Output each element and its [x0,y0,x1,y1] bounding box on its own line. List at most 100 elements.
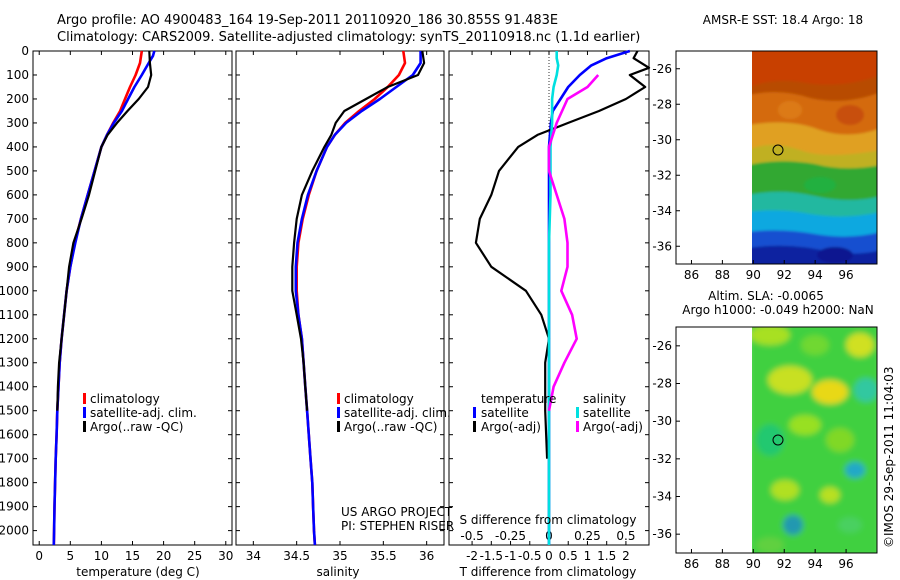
depth-tick-label: 200 [6,92,29,106]
legend-label-satellite: satellite-adj. clim. [90,406,197,420]
series-line-satellite-adj-clim [52,50,156,546]
temperature-axes-frame [32,50,233,546]
sst-map-title: AMSR-E SST: 18.4 Argo: 18 [703,13,863,27]
x-tick-label: 25 [187,549,202,563]
temperature-legend: climatology satellite-adj. clim. Argo(..… [83,392,197,434]
depth-tick-label: 300 [6,116,29,130]
s-diff-tick-label: -0.5 [460,529,483,543]
difference-legend: temperature salinity satellite Argo(-adj… [473,392,643,434]
depth-tick-label: 800 [6,236,29,250]
lat-tick-label: -28 [652,97,672,111]
legend-head-salinity: salinity [583,392,626,406]
difference-panel: -2 -1.5 -1 -0.5 0 0.5 1 1.5 2 -0.5 -0.25 0 0.25 0.5 … [448,49,651,579]
legend-swatch-t-satellite [473,407,476,418]
x-tick-label: 1 [584,549,592,563]
lon-tick-label: 96 [838,557,853,571]
lon-tick-label: 94 [808,557,823,571]
sst-longitude-tick-labels: 86 88 90 92 94 96 [684,260,854,282]
depth-tick-label: 1600 [0,428,29,442]
depth-tick-label: 1700 [0,452,29,466]
temperature-panel: 0100200300400500600700800900100011001200… [0,44,649,579]
series-line-climatology [295,50,407,546]
x-tick-label: 35 [332,549,347,563]
float-location-marker-sla [772,434,784,446]
temperature-tick-labels: 0 5 10 15 20 25 30 [35,51,233,563]
x-tick-label: 30 [218,549,233,563]
sla-longitude-tick-labels: 86 88 90 92 94 96 [684,549,854,571]
x-tick-label: 20 [156,549,171,563]
s-difference-label: S difference from climatology [460,513,637,527]
depth-tick-label: 1100 [0,308,29,322]
series-line-salinity-satellite [547,51,560,545]
s-diff-tick-label: 0.25 [574,529,601,543]
lat-tick-label: -32 [652,452,672,466]
sla-map-title-line1: Altim. SLA: -0.0065 [708,289,824,303]
lon-tick-label: 96 [838,268,853,282]
legend-label-argo: Argo(..raw -QC) [344,420,437,434]
salinity-series [291,50,426,546]
legend-label-argo: Argo(..raw -QC) [90,420,183,434]
lat-tick-label: -34 [652,490,672,504]
depth-tick-label: 1400 [0,380,29,394]
lon-tick-label: 86 [684,268,699,282]
lon-tick-label: 86 [684,557,699,571]
lon-tick-label: 92 [777,557,792,571]
depth-tick-label: 0 [21,44,29,58]
depth-tick-label: 2000 [0,524,29,538]
sst-map-panel: AMSR-E SST: 18.4 Argo: 18 -26- [652,13,878,282]
legend-swatch-satellite [83,407,86,418]
lon-tick-label: 92 [777,268,792,282]
legend-label-satellite: satellite-adj. clim. [344,406,451,420]
x-tick-label: 0 [545,549,553,563]
sla-latitude-tick-labels: -26 -28 -30 -32 -34 -36 [652,339,680,541]
x-tick-label: 34.5 [283,549,310,563]
depth-tick-label: 400 [6,140,29,154]
depth-tick-label: 1300 [0,356,29,370]
x-tick-label: 36 [419,549,434,563]
s-diff-tick-label: -0.25 [495,529,526,543]
legend-label-s-satellite: satellite [583,406,631,420]
depth-tick-label: 1200 [0,332,29,346]
lat-tick-label: -30 [652,414,672,428]
sla-map-frame [675,326,878,554]
depth-tick-label: 600 [6,188,29,202]
sst-map-frame [675,50,878,265]
depth-tick-label: 1500 [0,404,29,418]
legend-label-t-satellite: satellite [481,406,529,420]
lon-tick-label: 88 [715,557,730,571]
legend-label-t-argo: Argo(-adj) [481,420,541,434]
x-tick-label: 0 [35,549,43,563]
lat-tick-label: -26 [652,339,672,353]
legend-swatch-t-argo [473,421,476,432]
series-line-satellite-adj-clim [294,51,422,546]
sst-latitude-tick-labels: -26 -28 -30 -32 -34 -36 [652,62,680,253]
lon-tick-label: 94 [808,268,823,282]
sst-field [752,51,877,264]
depth-tick-label: 1000 [0,284,29,298]
salinity-panel: 34 34.5 35 35.5 36 salinity climatology sate… [235,50,454,579]
x-tick-label: 34 [246,549,261,563]
legend-label-s-argo: Argo(-adj) [583,420,643,434]
legend-swatch-satellite [337,407,340,418]
legend-swatch-climatology [83,393,86,404]
sla-field [752,327,877,553]
depth-tick-label: 100 [6,68,29,82]
x-tick-label: -1.5 [480,549,503,563]
depth-tick-label: 1900 [0,500,29,514]
temperature-xlabel: temperature (deg C) [76,565,199,579]
legend-swatch-s-satellite [576,407,579,418]
salinity-legend: climatology satellite-adj. clim. Argo(..… [337,392,451,434]
lon-tick-label: 88 [715,268,730,282]
lat-tick-label: -34 [652,204,672,218]
t-difference-label: T difference from climatology [459,565,637,579]
legend-label-climatology: climatology [344,392,414,406]
legend-head-temperature: temperature [481,392,556,406]
depth-tick-label: 700 [6,212,29,226]
x-tick-label: -1 [505,549,517,563]
float-location-marker-sst [772,144,784,156]
lat-tick-label: -36 [652,239,672,253]
x-tick-label: 1.5 [597,549,616,563]
salinity-tick-labels: 34 34.5 35 35.5 36 [246,51,434,563]
temperature-series [52,50,156,546]
